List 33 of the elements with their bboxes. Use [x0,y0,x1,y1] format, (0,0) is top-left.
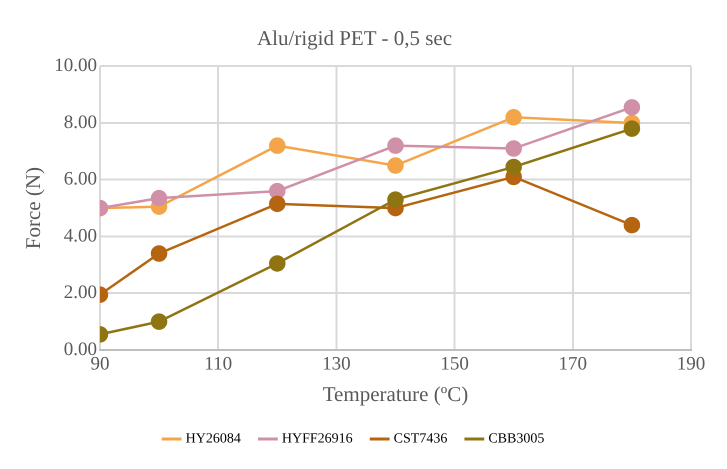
point [505,109,522,126]
point [150,245,168,262]
legend-label: HYFF26916 [282,432,353,447]
point [150,313,168,330]
point [269,182,286,200]
x-tick-label: 190 [676,353,706,374]
point [387,191,404,208]
point [387,137,404,154]
x-axis-title: Temperature (ºC) [322,382,468,406]
legend-label: HY26084 [186,432,241,447]
x-tick-label: 170 [558,353,588,374]
x-tick-label: 110 [204,353,232,374]
point [269,255,286,272]
point [505,140,522,157]
point [150,190,168,206]
point [387,157,404,174]
x-tick-label: 150 [440,353,469,374]
chart-title: Alu/rigid PET - 0,5 sec [256,26,452,50]
legend-label: CBB3005 [488,432,544,447]
y-tick-label: 4.00 [64,225,97,246]
point [269,196,286,212]
point [624,216,640,234]
y-tick-label: 6.00 [64,168,97,190]
point [269,137,286,154]
legend-label: CST7436 [394,432,448,447]
point [624,120,640,137]
x-tick-label: 130 [322,353,351,374]
y-tick-label: 8.00 [64,112,97,133]
y-axis-title: Force (N) [21,166,46,250]
y-tick-label: 2.00 [64,282,97,304]
point [505,158,522,176]
point [624,99,640,116]
y-tick-label: 10.00 [54,55,97,76]
